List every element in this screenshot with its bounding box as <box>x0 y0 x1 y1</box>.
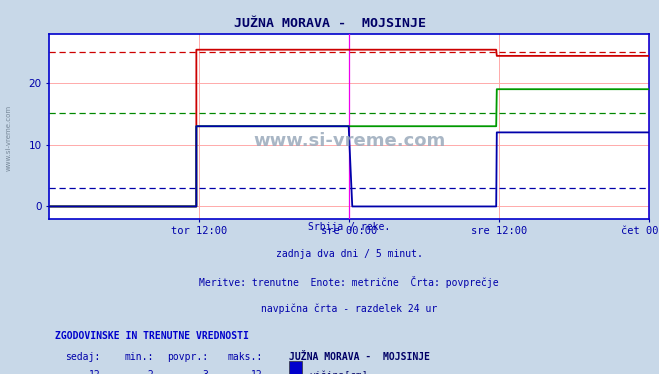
Text: ZGODOVINSKE IN TRENUTNE VREDNOSTI: ZGODOVINSKE IN TRENUTNE VREDNOSTI <box>55 331 249 341</box>
Text: navpična črta - razdelek 24 ur: navpična črta - razdelek 24 ur <box>261 304 438 314</box>
Text: 3: 3 <box>202 370 208 374</box>
Text: www.si-vreme.com: www.si-vreme.com <box>5 105 12 171</box>
Text: Srbija / reke.: Srbija / reke. <box>308 222 390 232</box>
Text: JUŽNA MORAVA -  MOJSINJE: JUŽNA MORAVA - MOJSINJE <box>233 17 426 30</box>
Text: sedaj:: sedaj: <box>65 352 100 362</box>
Text: Meritve: trenutne  Enote: metrične  Črta: povprečje: Meritve: trenutne Enote: metrične Črta: … <box>200 276 499 288</box>
Text: min.:: min.: <box>125 352 154 362</box>
Text: zadnja dva dni / 5 minut.: zadnja dva dni / 5 minut. <box>276 249 422 259</box>
Text: 12: 12 <box>250 370 262 374</box>
Text: 12: 12 <box>89 370 100 374</box>
Text: -2: -2 <box>142 370 154 374</box>
Text: maks.:: maks.: <box>227 352 262 362</box>
Bar <box>289 361 302 374</box>
Text: JUŽNA MORAVA -  MOJSINJE: JUŽNA MORAVA - MOJSINJE <box>289 352 430 362</box>
Text: višina[cm]: višina[cm] <box>310 370 368 374</box>
Text: povpr.:: povpr.: <box>167 352 208 362</box>
Text: www.si-vreme.com: www.si-vreme.com <box>253 132 445 150</box>
